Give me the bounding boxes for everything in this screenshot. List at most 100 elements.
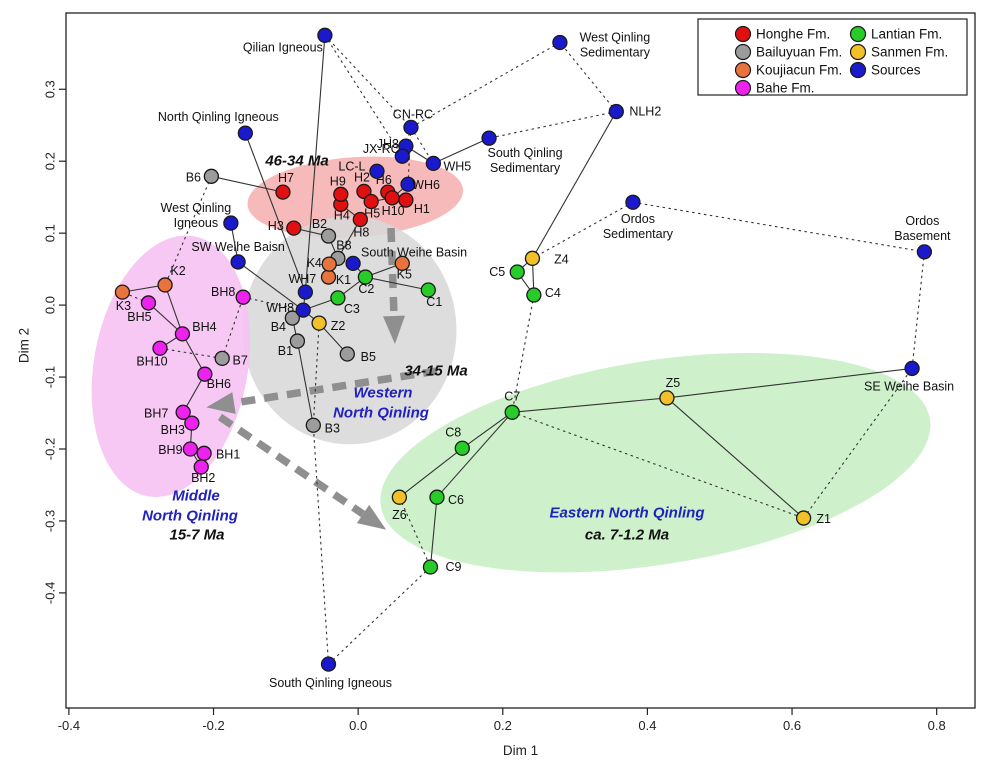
point-CN-RC bbox=[403, 119, 419, 136]
point-label-H7: H7 bbox=[278, 171, 294, 185]
legend-marker-sanmen-fm- bbox=[849, 43, 867, 61]
point-C8 bbox=[454, 440, 470, 456]
x-axis-tick-label-0.0: 0.0 bbox=[349, 718, 367, 733]
point-label-Z1: Z1 bbox=[816, 512, 831, 526]
point-C7 bbox=[504, 404, 520, 420]
point-B2 bbox=[320, 228, 337, 244]
point-label-H5: H5 bbox=[364, 206, 380, 220]
legend-label-honghe-fm-: Honghe Fm. bbox=[756, 27, 830, 42]
point-label-K2: K2 bbox=[170, 264, 185, 278]
edge-Z5--SEWeiheBasin bbox=[666, 367, 913, 399]
point-label-BH6: BH6 bbox=[207, 377, 231, 391]
point-label-BH3: BH3 bbox=[161, 423, 185, 437]
y-axis-tick-label-0.3: 0.3 bbox=[43, 80, 58, 98]
edge-B6--K2 bbox=[164, 176, 212, 286]
y-axis-tick-label--0.3: -0.3 bbox=[43, 510, 58, 532]
legend-marker-honghe-fm- bbox=[734, 25, 752, 43]
point-WH7 bbox=[297, 284, 314, 300]
point-label-NorthQinlingIgneous: North Qinling Igneous bbox=[158, 110, 279, 124]
edge-OrdosSed--Z4 bbox=[532, 201, 634, 259]
point-K3 bbox=[114, 284, 131, 300]
y-axis-tick-label-0.2: 0.2 bbox=[43, 152, 58, 170]
point-OrdosBasement bbox=[916, 244, 933, 260]
edge-Z1--SEWeiheBasin bbox=[803, 368, 913, 519]
point-C3 bbox=[330, 290, 346, 306]
point-BH7 bbox=[175, 404, 191, 420]
point-B6 bbox=[203, 168, 220, 184]
edge-BH5--BH4 bbox=[148, 302, 183, 335]
point-label-H10: H10 bbox=[382, 204, 405, 218]
point-Z5 bbox=[659, 390, 675, 406]
annotation-ca-7-1-2-ma: ca. 7-1.2 Ma bbox=[585, 527, 669, 544]
point-label-K3: K3 bbox=[116, 299, 131, 313]
point-label-WH6: WH6 bbox=[412, 178, 440, 192]
point-BH4 bbox=[174, 326, 191, 342]
legend-label-bahe-fm-: Bahe Fm. bbox=[756, 81, 815, 96]
edge-OrdosBasement--SEWeiheBasin bbox=[911, 251, 925, 369]
y-axis-tick-label--0.1: -0.1 bbox=[43, 366, 58, 388]
point-label-K5: K5 bbox=[397, 267, 412, 281]
edge-C7--C8 bbox=[461, 411, 513, 449]
point-label-B2: B2 bbox=[312, 217, 327, 231]
legend-marker-lantian-fm- bbox=[849, 25, 867, 43]
point-BH8 bbox=[235, 289, 251, 305]
y-axis-title: Dim 2 bbox=[17, 328, 32, 363]
point-label-BH9: BH9 bbox=[158, 443, 182, 457]
point-BH1 bbox=[196, 445, 212, 461]
point-QilianIgneous bbox=[317, 27, 333, 43]
edge-C2--C1 bbox=[365, 276, 429, 291]
edge-BH4--BH6 bbox=[181, 333, 206, 375]
y-axis-tick-label-0.0: 0.0 bbox=[43, 296, 58, 314]
edge-C7--Z1 bbox=[511, 411, 804, 519]
point-H8 bbox=[352, 211, 368, 228]
point-label-WestQinlingIgneous: West Qinling bbox=[161, 201, 232, 215]
edge-C6--C9 bbox=[429, 497, 438, 568]
point-label-C3: C3 bbox=[344, 302, 360, 316]
point-label-Z4: Z4 bbox=[554, 252, 569, 266]
cluster-ellipse-middle-north-qinling-cluster bbox=[91, 235, 251, 497]
point-label-BH1: BH1 bbox=[216, 447, 240, 461]
edge-SouthQinlingIgneous--B3 bbox=[312, 425, 330, 665]
point-SWWeiheBaisn bbox=[230, 254, 246, 270]
point-label-C2: C2 bbox=[358, 282, 374, 296]
point-NorthQinlingIgneous bbox=[237, 125, 253, 141]
edge-Z6--C8 bbox=[399, 447, 463, 498]
annotation-34-15-ma: 34-15 Ma bbox=[404, 363, 467, 380]
legend-label-koujiacun-fm-: Koujiacun Fm. bbox=[756, 63, 842, 78]
x-axis-tick-label-0.8: 0.8 bbox=[928, 718, 946, 733]
point-label-H3: H3 bbox=[268, 219, 284, 233]
edge-WestQinlingSed--CN-RC bbox=[410, 42, 561, 128]
point-label-OrdosBasement-line2: Basement bbox=[894, 229, 951, 243]
point-label-LC-L: LC-L bbox=[338, 159, 365, 173]
point-label-QilianIgneous: Qilian Igneous bbox=[243, 40, 323, 54]
point-label-WH5: WH5 bbox=[443, 159, 471, 173]
point-H3 bbox=[286, 220, 302, 236]
edge-Z6--C9 bbox=[398, 496, 431, 568]
point-label-H2: H2 bbox=[354, 170, 370, 184]
point-label-WestQinlingSed-line2: Sedimentary bbox=[580, 45, 651, 59]
point-Z6 bbox=[391, 489, 408, 505]
point-K2 bbox=[157, 277, 173, 293]
point-label-BH4: BH4 bbox=[192, 320, 216, 334]
point-label-H8: H8 bbox=[353, 225, 369, 239]
point-H9 bbox=[333, 186, 349, 202]
point-label-OrdosBasement: Ordos bbox=[905, 214, 939, 228]
point-SouthQinlingIgneous bbox=[320, 656, 337, 672]
point-label-NLH2: NLH2 bbox=[629, 105, 661, 119]
edge-C4--C7 bbox=[511, 294, 535, 413]
point-WH8 bbox=[295, 302, 311, 318]
point-WH5 bbox=[425, 155, 442, 172]
point-C4 bbox=[526, 287, 542, 303]
x-axis-tick-label-0.6: 0.6 bbox=[783, 718, 801, 733]
legend-label-sources: Sources bbox=[871, 63, 921, 78]
point-JX-RC bbox=[394, 148, 410, 164]
point-label-BH8: BH8 bbox=[211, 285, 235, 299]
point-K4 bbox=[321, 256, 337, 272]
point-H7 bbox=[275, 184, 291, 200]
point-WH6 bbox=[400, 176, 416, 192]
point-label-BH5: BH5 bbox=[127, 310, 151, 324]
edge-B1--B3 bbox=[296, 340, 314, 426]
x-axis-tick-label--0.4: -0.4 bbox=[58, 718, 80, 733]
x-axis-title: Dim 1 bbox=[503, 743, 538, 758]
